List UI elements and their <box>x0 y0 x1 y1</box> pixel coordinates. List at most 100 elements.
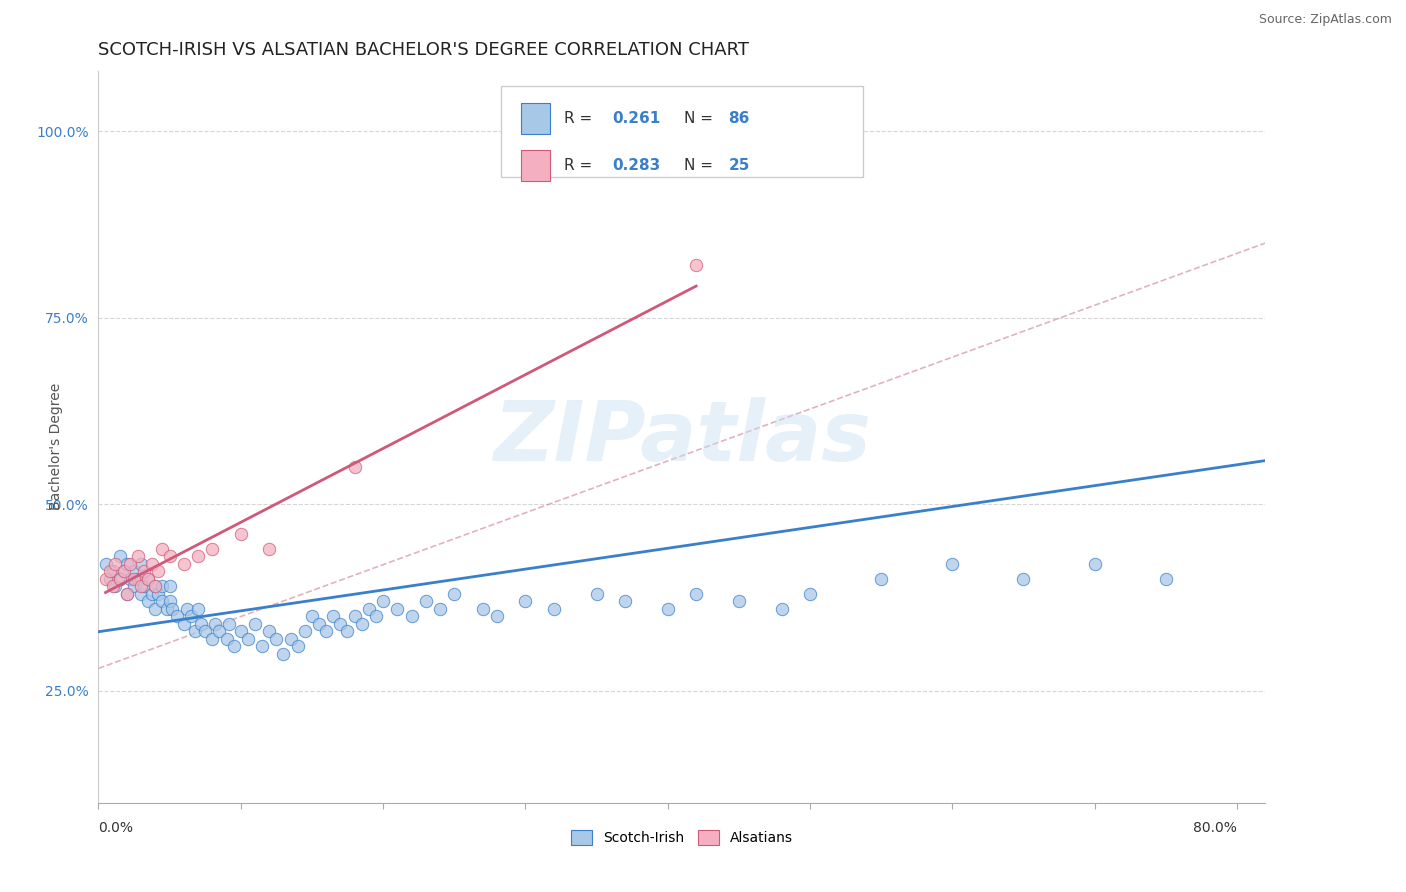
Point <box>727 594 749 608</box>
Point <box>371 594 394 608</box>
Text: R =: R = <box>564 158 598 173</box>
Point <box>387 601 409 615</box>
Point <box>108 549 131 564</box>
Point <box>141 587 163 601</box>
Point <box>201 632 224 646</box>
Text: Source: ZipAtlas.com: Source: ZipAtlas.com <box>1258 13 1392 27</box>
Point <box>243 616 266 631</box>
Point <box>415 594 437 608</box>
Point <box>159 549 181 564</box>
Point <box>129 557 152 571</box>
Point <box>184 624 207 639</box>
Point <box>315 624 337 639</box>
FancyBboxPatch shape <box>501 86 863 178</box>
Point <box>159 594 181 608</box>
Point <box>280 632 302 646</box>
Point <box>173 557 195 571</box>
Point <box>176 601 198 615</box>
FancyBboxPatch shape <box>520 151 550 181</box>
Point <box>152 579 174 593</box>
Point <box>173 616 195 631</box>
Point <box>343 609 366 624</box>
Text: N =: N = <box>685 158 718 173</box>
Point <box>257 542 280 557</box>
Point <box>471 601 494 615</box>
Point <box>343 459 366 474</box>
Point <box>143 601 166 615</box>
Point <box>799 587 821 601</box>
Point <box>443 587 465 601</box>
Point <box>94 557 117 571</box>
Point <box>941 557 963 571</box>
Point <box>329 616 352 631</box>
Text: N =: N = <box>685 111 718 126</box>
Point <box>250 639 273 653</box>
Point <box>1012 572 1035 586</box>
Point <box>156 601 179 615</box>
Point <box>129 572 152 586</box>
Point <box>485 609 508 624</box>
Point <box>229 527 252 541</box>
Text: 86: 86 <box>728 111 749 126</box>
Point <box>266 632 288 646</box>
Point <box>98 565 121 579</box>
Point <box>129 579 152 593</box>
Point <box>190 616 212 631</box>
Point <box>401 609 423 624</box>
Point <box>94 572 117 586</box>
Point <box>1084 557 1107 571</box>
Point <box>614 594 637 608</box>
Point <box>122 565 145 579</box>
Text: R =: R = <box>564 111 598 126</box>
Point <box>685 587 707 601</box>
Point <box>229 624 252 639</box>
Point <box>218 616 240 631</box>
Text: Bachelor's Degree: Bachelor's Degree <box>49 383 63 509</box>
Point <box>1154 572 1177 586</box>
Point <box>515 594 537 608</box>
Point <box>685 259 707 273</box>
Text: 0.261: 0.261 <box>612 111 661 126</box>
Point <box>162 601 184 615</box>
Point <box>336 624 359 639</box>
Point <box>585 587 607 601</box>
Point <box>308 616 330 631</box>
Point <box>98 572 121 586</box>
Legend: Scotch-Irish, Alsatians: Scotch-Irish, Alsatians <box>565 825 799 851</box>
Point <box>657 601 679 615</box>
Point <box>301 609 323 624</box>
Point <box>152 594 174 608</box>
Point <box>148 565 170 579</box>
Point <box>222 639 245 653</box>
Point <box>127 572 149 586</box>
Point <box>294 624 316 639</box>
Point <box>115 587 138 601</box>
Point <box>322 609 344 624</box>
Point <box>115 587 138 601</box>
Text: 0.0%: 0.0% <box>98 822 134 836</box>
Point <box>204 616 226 631</box>
Point <box>129 587 152 601</box>
Point <box>187 549 209 564</box>
Point <box>201 542 224 557</box>
Point <box>118 572 141 586</box>
Point <box>101 579 124 593</box>
Point <box>132 565 155 579</box>
Text: SCOTCH-IRISH VS ALSATIAN BACHELOR'S DEGREE CORRELATION CHART: SCOTCH-IRISH VS ALSATIAN BACHELOR'S DEGR… <box>98 41 749 59</box>
Point <box>132 579 155 593</box>
Text: 25: 25 <box>728 158 749 173</box>
Point <box>115 557 138 571</box>
Point <box>112 565 135 579</box>
Point <box>187 601 209 615</box>
Point <box>127 549 149 564</box>
Point <box>101 565 124 579</box>
Point <box>257 624 280 639</box>
Point <box>194 624 217 639</box>
Point <box>543 601 565 615</box>
Point <box>770 601 793 615</box>
Point <box>287 639 309 653</box>
Text: ZIPatlas: ZIPatlas <box>494 397 870 477</box>
Point <box>215 632 238 646</box>
Point <box>104 557 127 571</box>
Point <box>143 579 166 593</box>
